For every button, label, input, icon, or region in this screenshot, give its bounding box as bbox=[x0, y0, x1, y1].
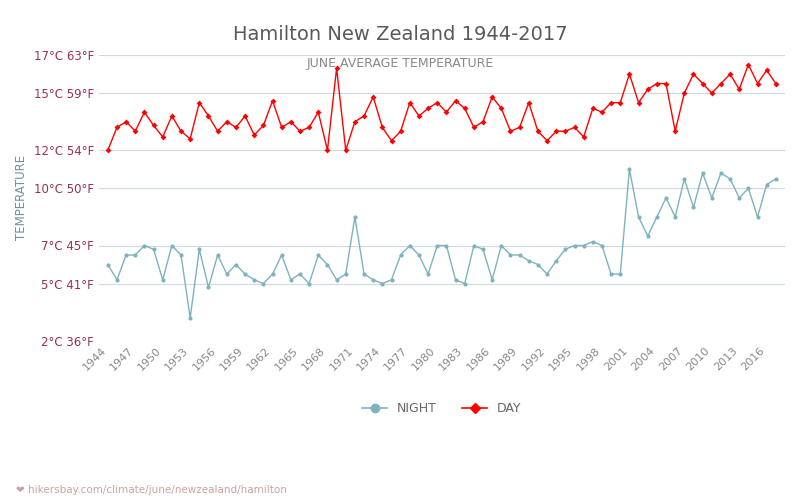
DAY bbox=[743, 62, 753, 68]
DAY bbox=[469, 124, 478, 130]
NIGHT bbox=[487, 277, 497, 283]
Text: ❤ hikersbay.com/climate/june/newzealand/hamilton: ❤ hikersbay.com/climate/june/newzealand/… bbox=[16, 485, 287, 495]
DAY bbox=[322, 147, 332, 153]
NIGHT bbox=[478, 246, 488, 252]
NIGHT bbox=[726, 176, 735, 182]
DAY bbox=[240, 113, 250, 119]
NIGHT bbox=[332, 277, 342, 283]
NIGHT bbox=[771, 176, 781, 182]
DAY bbox=[478, 118, 488, 124]
Text: Hamilton New Zealand 1944-2017: Hamilton New Zealand 1944-2017 bbox=[233, 25, 567, 44]
Y-axis label: TEMPERATURE: TEMPERATURE bbox=[15, 156, 28, 240]
DAY bbox=[103, 147, 113, 153]
DAY bbox=[771, 80, 781, 86]
Text: JUNE AVERAGE TEMPERATURE: JUNE AVERAGE TEMPERATURE bbox=[306, 58, 494, 70]
NIGHT bbox=[103, 262, 113, 268]
DAY bbox=[707, 90, 717, 96]
NIGHT bbox=[625, 166, 634, 172]
Line: NIGHT: NIGHT bbox=[106, 167, 778, 320]
NIGHT bbox=[258, 280, 268, 286]
Line: DAY: DAY bbox=[106, 62, 778, 152]
NIGHT bbox=[250, 277, 259, 283]
NIGHT bbox=[186, 315, 195, 321]
Legend: NIGHT, DAY: NIGHT, DAY bbox=[357, 397, 526, 420]
DAY bbox=[250, 132, 259, 138]
